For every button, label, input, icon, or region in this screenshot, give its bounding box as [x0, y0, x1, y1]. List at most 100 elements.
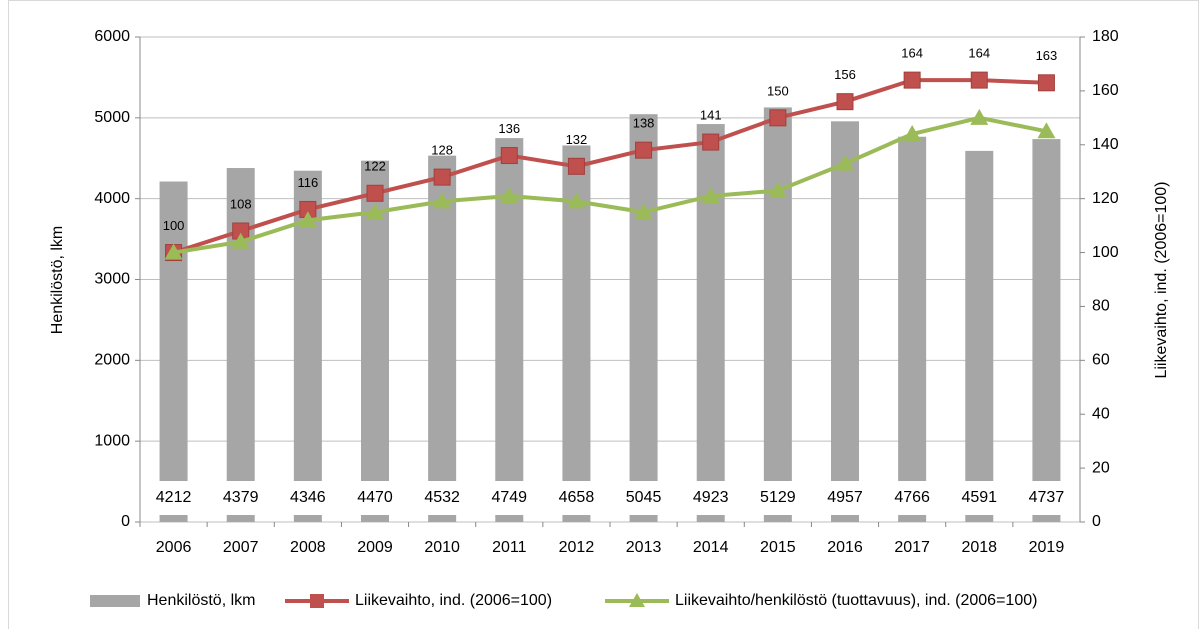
y2-tick-label: 140 — [1092, 136, 1119, 153]
y2-tick-label: 20 — [1092, 459, 1110, 476]
data-label: 108 — [230, 196, 252, 211]
bar — [226, 168, 255, 523]
y-axis-label: Henkilöstö, lkm — [49, 226, 66, 334]
data-label: 138 — [633, 116, 655, 131]
legend-swatch — [90, 595, 140, 607]
bar — [898, 136, 927, 522]
bar-label-bg — [749, 481, 806, 515]
bar-label: 4658 — [559, 489, 595, 506]
bar-label-bg — [682, 481, 739, 515]
bar-label-bg — [884, 481, 941, 515]
bar-label-bg — [817, 481, 873, 515]
bar-label-bg — [615, 481, 672, 515]
bar — [1032, 139, 1061, 522]
y-tick-label: 4000 — [94, 190, 130, 207]
y2-tick-label: 160 — [1092, 82, 1119, 99]
bar — [763, 107, 792, 523]
y2-tick-label: 80 — [1092, 298, 1110, 315]
marker — [500, 186, 519, 203]
marker — [970, 71, 988, 89]
data-label: 136 — [498, 121, 520, 136]
marker — [433, 168, 451, 186]
marker — [366, 184, 384, 202]
marker — [366, 203, 384, 220]
data-label: 132 — [566, 132, 588, 147]
x-tick-label: 2012 — [559, 539, 595, 556]
marker — [970, 108, 989, 125]
x-tick-label: 2014 — [693, 539, 729, 556]
data-label: 150 — [767, 83, 789, 98]
bar-label: 4379 — [223, 489, 259, 506]
x-tick-label: 2008 — [290, 539, 326, 556]
bar — [831, 121, 859, 522]
bar-label-bg — [279, 481, 336, 515]
x-tick-label: 2009 — [357, 539, 393, 556]
x-tick-label: 2007 — [223, 539, 259, 556]
bar-label: 4346 — [290, 489, 326, 506]
bar — [629, 114, 658, 522]
marker — [500, 147, 518, 165]
bar-label-bg — [347, 481, 403, 515]
bar — [361, 160, 389, 523]
legend-label: Liikevaihto/henkilöstö (tuottavuus), ind… — [675, 592, 1037, 609]
marker — [903, 71, 921, 89]
bar-label: 4957 — [827, 489, 863, 506]
bar-label: 4591 — [961, 489, 997, 506]
y2-tick-label: 0 — [1092, 513, 1101, 530]
y-tick-label: 3000 — [94, 271, 130, 288]
chart-border — [8, 0, 1199, 629]
bar — [293, 170, 322, 522]
line — [172, 78, 1047, 255]
marker — [768, 181, 787, 198]
x-tick-label: 2016 — [827, 539, 863, 556]
legend-marker — [310, 594, 324, 608]
data-label: 156 — [834, 67, 856, 82]
bar-label: 4749 — [491, 489, 527, 506]
bar-label-bg — [145, 481, 202, 515]
bar-label-bg — [212, 481, 269, 515]
marker — [701, 186, 720, 203]
data-label: 164 — [968, 46, 990, 61]
legend-label: Liikevaihto, ind. (2006=100) — [355, 592, 552, 609]
data-label: 116 — [297, 175, 318, 190]
y-tick-label: 5000 — [94, 109, 130, 126]
marker — [769, 109, 787, 127]
marker — [567, 157, 585, 175]
bar — [965, 150, 994, 522]
y-tick-label: 2000 — [94, 352, 130, 369]
y-tick-label: 1000 — [94, 432, 130, 449]
data-label: 128 — [431, 143, 453, 158]
marker — [567, 192, 586, 209]
marker — [836, 154, 854, 171]
bar-label: 4212 — [156, 489, 192, 506]
bar-label: 4766 — [894, 489, 930, 506]
data-label: 141 — [700, 108, 722, 123]
marker — [635, 141, 653, 159]
bar-label-bg — [548, 481, 605, 515]
marker — [1037, 122, 1056, 139]
marker — [298, 211, 317, 228]
y-tick-label: 6000 — [94, 28, 130, 45]
marker — [634, 203, 653, 220]
line — [173, 115, 1047, 255]
bar — [428, 155, 457, 522]
marker — [433, 192, 452, 209]
marker — [836, 93, 854, 111]
bar-label-bg — [481, 481, 538, 515]
x-tick-label: 2015 — [760, 539, 796, 556]
x-tick-label: 2006 — [156, 539, 192, 556]
x-tick-label: 2018 — [961, 539, 997, 556]
data-label: 100 — [163, 218, 185, 233]
x-tick-label: 2019 — [1029, 539, 1065, 556]
y2-tick-label: 180 — [1092, 28, 1119, 45]
bar-label: 4532 — [424, 489, 460, 506]
legend-marker — [629, 593, 645, 607]
marker — [702, 133, 720, 151]
x-tick-label: 2013 — [626, 539, 662, 556]
bar-label: 4923 — [693, 489, 729, 506]
bar-label: 4470 — [357, 489, 393, 506]
data-label: 164 — [901, 46, 923, 61]
marker — [1037, 74, 1055, 92]
bar-label-bg — [414, 481, 471, 515]
